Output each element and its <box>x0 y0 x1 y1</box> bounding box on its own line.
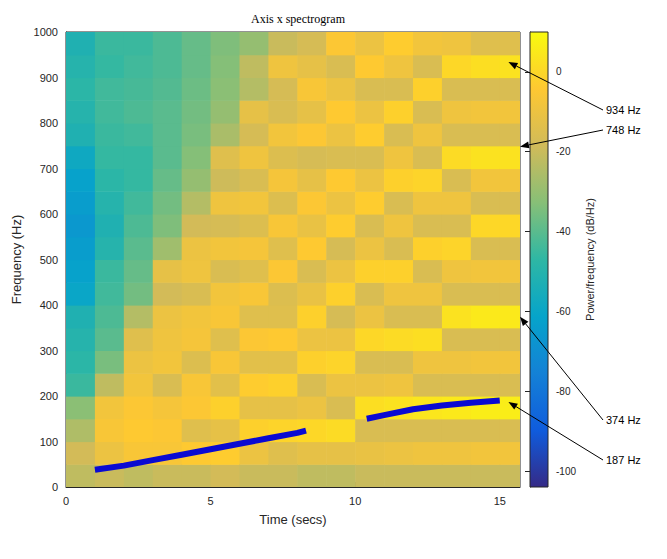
svg-text:0: 0 <box>63 495 69 507</box>
svg-text:0: 0 <box>52 481 58 493</box>
svg-text:-40: -40 <box>556 226 571 237</box>
svg-text:500: 500 <box>40 254 58 266</box>
svg-text:5: 5 <box>208 495 214 507</box>
svg-text:15: 15 <box>494 495 506 507</box>
svg-text:0: 0 <box>556 66 562 77</box>
svg-text:700: 700 <box>40 163 58 175</box>
svg-text:-20: -20 <box>556 146 571 157</box>
svg-text:600: 600 <box>40 208 58 220</box>
svg-text:Time (secs): Time (secs) <box>259 512 326 527</box>
svg-text:-80: -80 <box>556 386 571 397</box>
svg-text:800: 800 <box>40 117 58 129</box>
svg-text:934 Hz: 934 Hz <box>606 104 641 116</box>
svg-text:-100: -100 <box>556 466 576 477</box>
svg-text:10: 10 <box>349 495 361 507</box>
svg-text:900: 900 <box>40 72 58 84</box>
svg-text:Axis x spectrogram: Axis x spectrogram <box>251 12 346 26</box>
svg-text:187 Hz: 187 Hz <box>606 454 641 466</box>
svg-text:100: 100 <box>40 436 58 448</box>
svg-text:1000: 1000 <box>34 26 58 38</box>
svg-text:Power/frequency (dB/Hz): Power/frequency (dB/Hz) <box>584 198 596 321</box>
svg-text:400: 400 <box>40 299 58 311</box>
svg-text:374 Hz: 374 Hz <box>606 414 641 426</box>
svg-text:300: 300 <box>40 345 58 357</box>
svg-text:748 Hz: 748 Hz <box>606 124 641 136</box>
svg-text:-60: -60 <box>556 306 571 317</box>
svg-text:Frequency (Hz): Frequency (Hz) <box>9 215 24 305</box>
svg-text:200: 200 <box>40 390 58 402</box>
